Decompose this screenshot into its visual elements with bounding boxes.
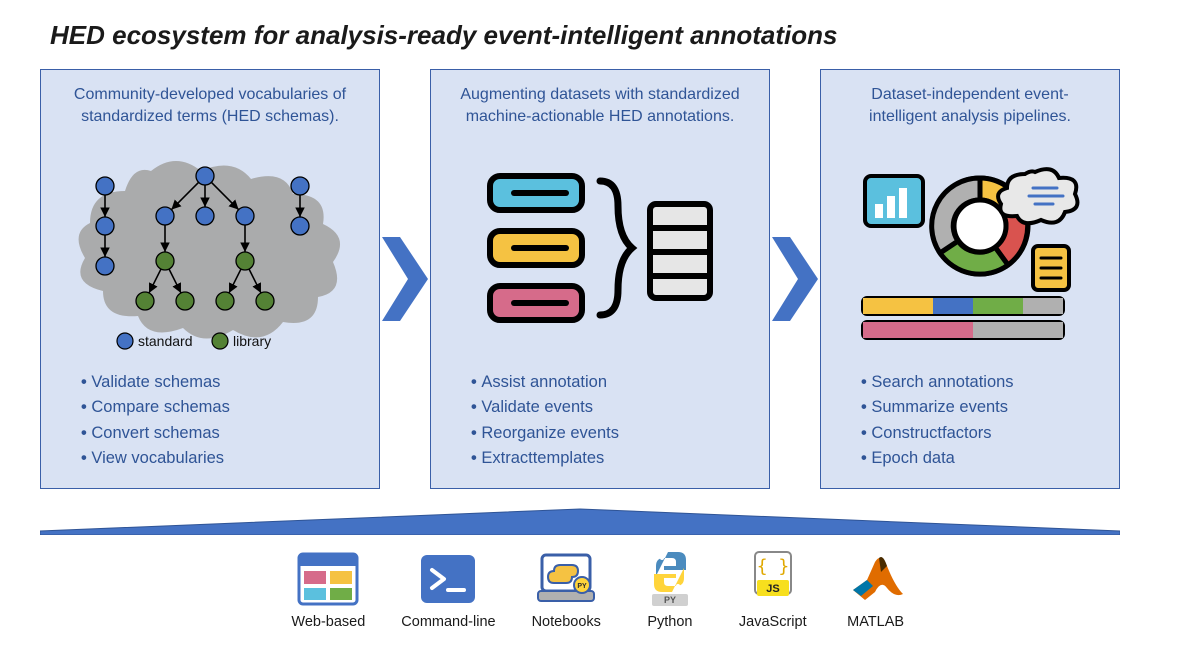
tree-node [291, 217, 309, 235]
bullet: View vocabularies [81, 446, 361, 472]
matlab-icon [843, 550, 909, 608]
svg-text:{ }: { } [756, 556, 789, 577]
tree-node [216, 292, 234, 310]
panel-bullets: Search annotations Summarize events Cons… [839, 370, 1101, 472]
tool-label: Python [647, 614, 692, 630]
web-icon [295, 550, 361, 608]
tree-node [236, 207, 254, 225]
tool-label: JavaScript [739, 614, 807, 630]
legend-dot-library [212, 333, 228, 349]
tool-javascript: { } JS JavaScript [739, 550, 807, 630]
panel-schemas: Community-developed vocabularies of stan… [40, 69, 380, 489]
tool-label: MATLAB [847, 614, 904, 630]
bullet: Extracttemplates [471, 446, 751, 472]
tool-cli: Command-line [401, 550, 495, 630]
bullet: Epoch data [861, 446, 1101, 472]
panel-bullets: Assist annotation Validate events Reorga… [449, 370, 751, 472]
panel-bullets: Validate schemas Compare schemas Convert… [59, 370, 361, 472]
tree-node [96, 177, 114, 195]
tree-node [256, 292, 274, 310]
tool-python: PY Python [637, 550, 703, 630]
legend-label-standard: standard [138, 333, 192, 349]
bullet: Validate events [471, 395, 751, 421]
panels-row: Community-developed vocabularies of stan… [40, 69, 1160, 489]
panel-title: Dataset-independent event-intelligent an… [839, 84, 1101, 128]
tree-node [236, 252, 254, 270]
chevron-right-icon [380, 229, 430, 329]
panel-title: Community-developed vocabularies of stan… [59, 84, 361, 128]
analysis-graphic [839, 136, 1101, 366]
tool-label: Notebooks [532, 614, 601, 630]
python-icon: PY [637, 550, 703, 608]
chevron-right-icon [770, 229, 820, 329]
panel-analysis: Dataset-independent event-intelligent an… [820, 69, 1120, 489]
tool-web: Web-based [291, 550, 365, 630]
tree-node [136, 292, 154, 310]
annotation-graphic [449, 136, 751, 366]
tree-node [156, 252, 174, 270]
bullet: Validate schemas [81, 370, 361, 396]
page-title: HED ecosystem for analysis-ready event-i… [50, 20, 1160, 51]
bullet: Search annotations [861, 370, 1101, 396]
tree-node [196, 167, 214, 185]
tree-node [156, 207, 174, 225]
platform-band [40, 507, 1120, 535]
bullet: Summarize events [861, 395, 1101, 421]
tree-node [96, 217, 114, 235]
javascript-icon: { } JS [740, 550, 806, 608]
tool-label: Command-line [401, 614, 495, 630]
panel-annotations: Augmenting datasets with standardized ma… [430, 69, 770, 489]
tree-node [176, 292, 194, 310]
flow-arrow [380, 69, 430, 489]
bullet: Assist annotation [471, 370, 751, 396]
bullet: Reorganize events [471, 421, 751, 447]
tool-matlab: MATLAB [843, 550, 909, 630]
panel-title: Augmenting datasets with standardized ma… [449, 84, 751, 128]
flow-arrow [770, 69, 820, 489]
svg-text:PY: PY [664, 595, 676, 605]
tools-row: Web-based Command-line PY Notebooks [40, 550, 1160, 630]
tool-label: Web-based [291, 614, 365, 630]
svg-text:PY: PY [578, 583, 588, 590]
terminal-icon [415, 550, 481, 608]
legend-dot-standard [117, 333, 133, 349]
notebook-icon: PY [533, 550, 599, 608]
schema-tree-graphic: standard library [59, 136, 361, 366]
tool-notebooks: PY Notebooks [532, 550, 601, 630]
svg-text:JS: JS [766, 583, 779, 595]
bullet: Compare schemas [81, 395, 361, 421]
tree-node [196, 207, 214, 225]
tree-node [291, 177, 309, 195]
legend-label-library: library [233, 333, 271, 349]
tree-node [96, 257, 114, 275]
bullet: Constructfactors [861, 421, 1101, 447]
bullet: Convert schemas [81, 421, 361, 447]
